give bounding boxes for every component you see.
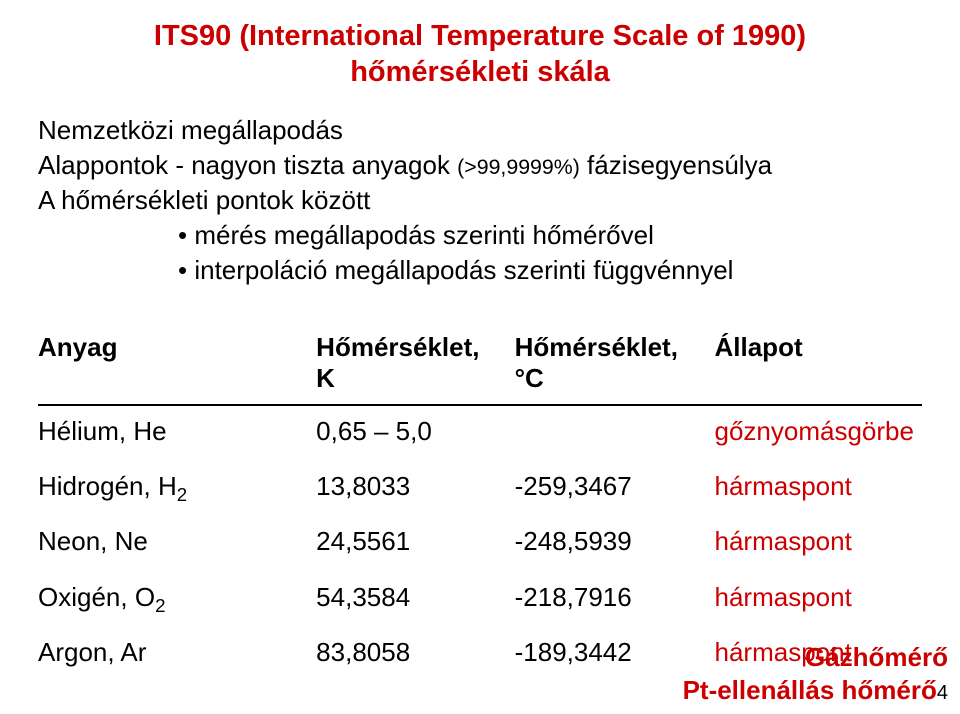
col-header-c: Hőmérséklet, °C xyxy=(505,322,715,405)
intro-line2: Alappontok - nagyon tiszta anyagok (>99,… xyxy=(38,148,922,183)
page-title: ITS90 (International Temperature Scale o… xyxy=(38,18,922,91)
intro-line2a: Alappontok - nagyon tiszta anyagok xyxy=(38,150,457,180)
intro-line1: Nemzetközi megállapodás xyxy=(38,113,922,148)
page-number: 4 xyxy=(937,682,948,704)
cell-k: 24,5561 xyxy=(276,516,504,571)
intro-block: Nemzetközi megállapodás Alappontok - nag… xyxy=(38,113,922,288)
anyag-text: Hidrogén, H xyxy=(38,471,177,501)
cell-k: 0,65 – 5,0 xyxy=(276,405,504,461)
table-row: Hidrogén, H2 13,8033 -259,3467 hármaspon… xyxy=(38,461,922,516)
intro-line2b: (>99,9999%) xyxy=(457,155,580,179)
cell-anyag: Hidrogén, H2 xyxy=(38,461,276,516)
title-line1: ITS90 (International Temperature Scale o… xyxy=(154,20,806,52)
title-line2: hőmérsékleti skála xyxy=(350,56,610,88)
col-header-k: Hőmérséklet, K xyxy=(276,322,504,405)
cell-anyag: Hélium, He xyxy=(38,405,276,461)
cell-c: -248,5939 xyxy=(505,516,715,571)
anyag-text: Oxigén, O xyxy=(38,582,155,612)
cell-c: -259,3467 xyxy=(505,461,715,516)
intro-bullets: mérés megállapodás szerinti hőmérővel in… xyxy=(178,218,922,288)
bullet-item: interpoláció megállapodás szerinti függv… xyxy=(178,253,922,288)
anyag-text: Argon, Ar xyxy=(38,637,146,667)
bullet-item: mérés megállapodás szerinti hőmérővel xyxy=(178,218,922,253)
col-header-anyag: Anyag xyxy=(38,322,276,405)
cell-anyag: Argon, Ar xyxy=(38,627,276,682)
cell-k: 83,8058 xyxy=(276,627,504,682)
slide-page: ITS90 (International Temperature Scale o… xyxy=(0,0,960,714)
cell-anyag: Neon, Ne xyxy=(38,516,276,571)
cell-k: 13,8033 xyxy=(276,461,504,516)
cell-state: hármaspont xyxy=(715,516,923,571)
footer-block: Gázhőmérő Pt-ellenállás hőmérő4 xyxy=(683,641,948,706)
table-row: Hélium, He 0,65 – 5,0 gőznyomásgörbe xyxy=(38,405,922,461)
anyag-sub: 2 xyxy=(177,484,187,505)
footer-line1: Gázhőmérő xyxy=(805,642,948,672)
data-table: Anyag Hőmérséklet, K Hőmérséklet, °C Áll… xyxy=(38,322,922,682)
cell-state: hármaspont xyxy=(715,572,923,627)
cell-c: -218,7916 xyxy=(505,572,715,627)
anyag-sub: 2 xyxy=(155,595,165,616)
intro-line3: A hőmérsékleti pontok között xyxy=(38,183,922,218)
footer-line2: Pt-ellenállás hőmérő xyxy=(683,675,937,705)
table-row: Oxigén, O2 54,3584 -218,7916 hármaspont xyxy=(38,572,922,627)
anyag-text: Neon, Ne xyxy=(38,526,148,556)
intro-line2c: fázisegyensúlya xyxy=(580,150,772,180)
data-table-wrap: Anyag Hőmérséklet, K Hőmérséklet, °C Áll… xyxy=(38,322,922,682)
table-head: Anyag Hőmérséklet, K Hőmérséklet, °C Áll… xyxy=(38,322,922,405)
cell-state: hármaspont xyxy=(715,461,923,516)
anyag-text: Hélium, He xyxy=(38,416,167,446)
table-row: Neon, Ne 24,5561 -248,5939 hármaspont xyxy=(38,516,922,571)
cell-anyag: Oxigén, O2 xyxy=(38,572,276,627)
cell-c xyxy=(505,405,715,461)
col-header-state: Állapot xyxy=(715,322,923,405)
cell-k: 54,3584 xyxy=(276,572,504,627)
cell-state: gőznyomásgörbe xyxy=(715,405,923,461)
